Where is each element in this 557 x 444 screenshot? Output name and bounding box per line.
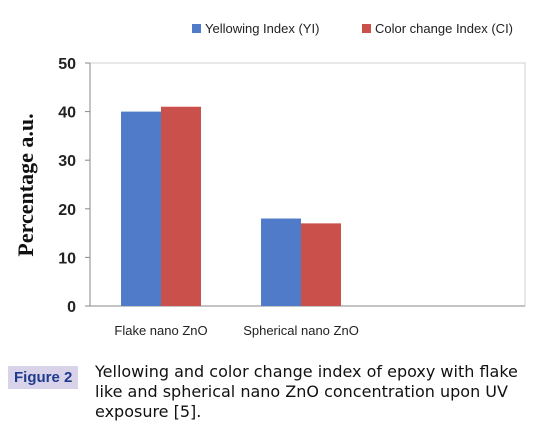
legend-swatch-ci bbox=[362, 24, 371, 33]
y-tick-label: 20 bbox=[58, 202, 76, 219]
bar-ci-spherical bbox=[301, 223, 341, 306]
legend: Yellowing Index (YI) Color change Index … bbox=[192, 21, 513, 36]
x-tick-label-flake: Flake nano ZnO bbox=[114, 323, 207, 338]
y-axis-label: Percentage a.u. bbox=[13, 113, 38, 256]
legend-swatch-yi bbox=[192, 24, 201, 33]
bar-ci-flake bbox=[161, 106, 201, 307]
y-tick-label: 30 bbox=[58, 153, 76, 170]
bar-yi-spherical bbox=[261, 218, 301, 306]
figure-badge: Figure 2 bbox=[8, 366, 79, 389]
bar-yi-flake bbox=[121, 111, 161, 306]
bars bbox=[121, 106, 341, 307]
x-tick-label-spherical: Spherical nano ZnO bbox=[243, 323, 359, 338]
y-tick-label: 50 bbox=[58, 56, 76, 73]
figure-caption-text: Yellowing and color change index of epox… bbox=[95, 362, 518, 421]
y-tick-label: 40 bbox=[58, 105, 76, 122]
y-tick-label: 10 bbox=[58, 250, 76, 267]
figure-caption: Figure 2 Yellowing and color change inde… bbox=[0, 358, 557, 438]
chart: Yellowing Index (YI) Color change Index … bbox=[13, 21, 526, 338]
y-ticks: 0 10 20 30 40 50 bbox=[58, 56, 90, 316]
legend-label-yi: Yellowing Index (YI) bbox=[205, 21, 319, 36]
legend-label-ci: Color change Index (CI) bbox=[375, 21, 513, 36]
y-tick-label: 0 bbox=[67, 299, 76, 316]
